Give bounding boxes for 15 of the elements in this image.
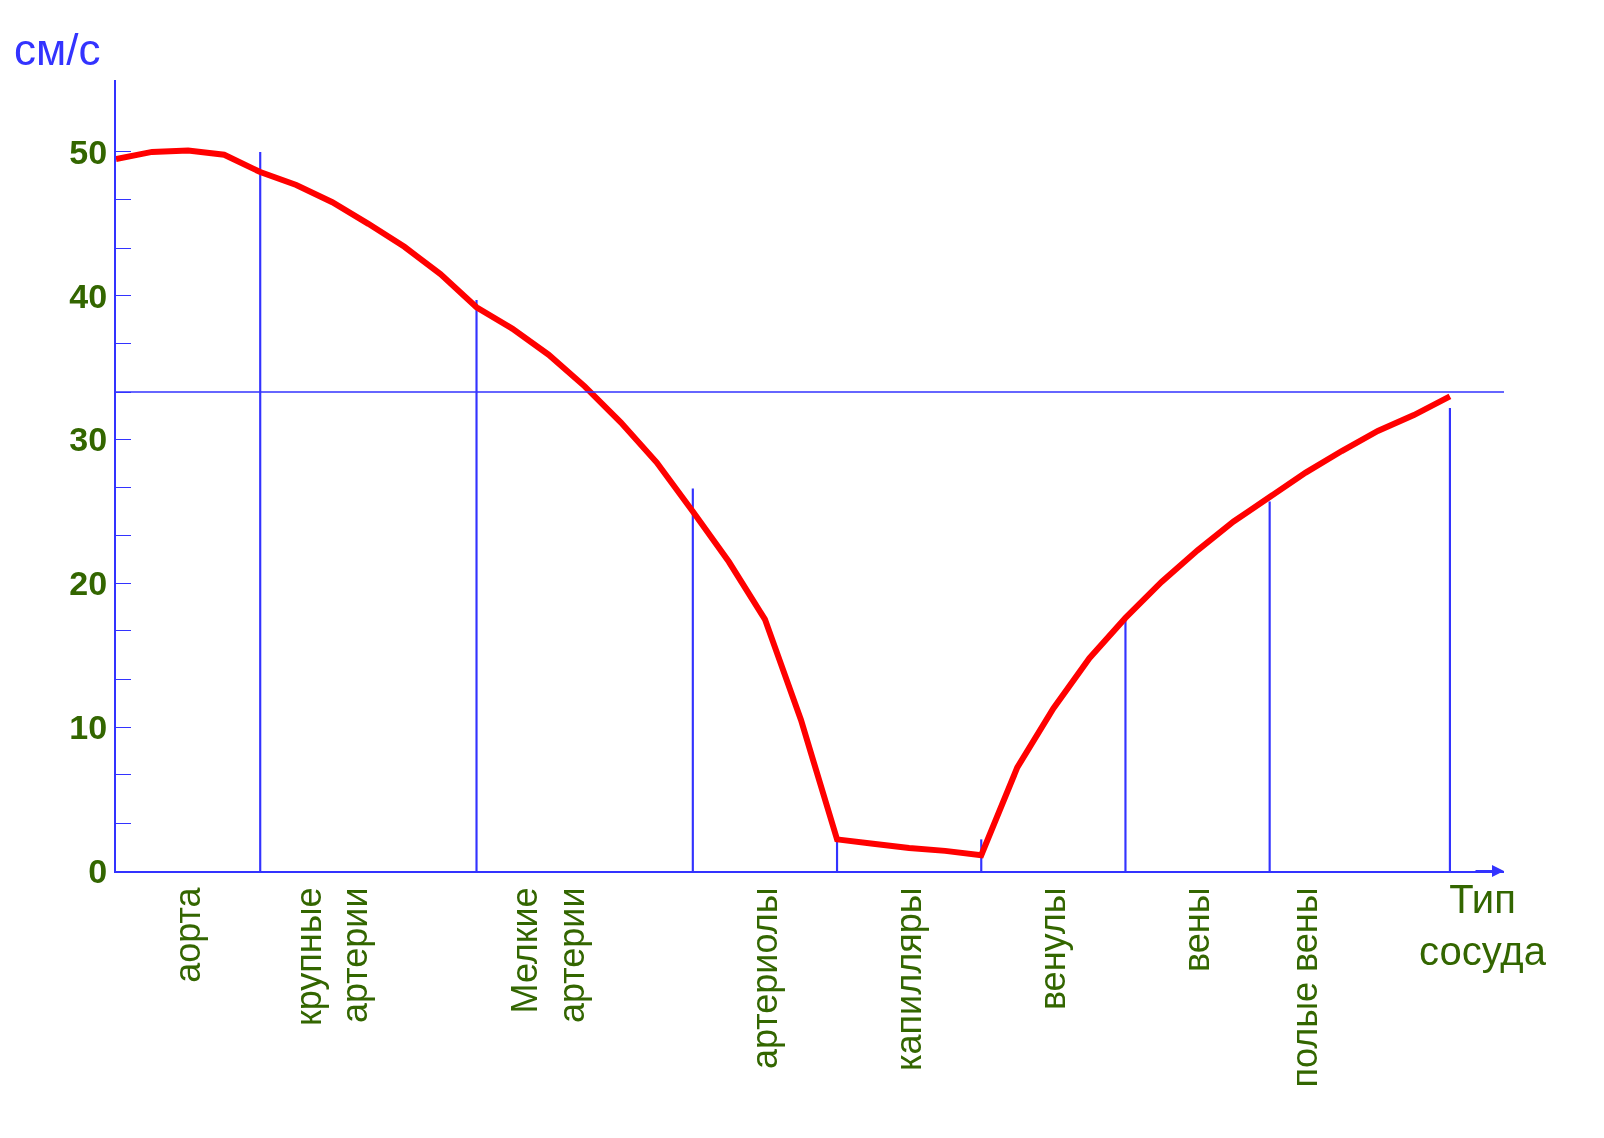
x-tick-label: вены bbox=[1176, 887, 1218, 972]
x-tick-label: полые вены bbox=[1284, 887, 1326, 1088]
y-tick-label: 40 bbox=[69, 276, 108, 315]
x-tick-label: венулы bbox=[1032, 887, 1074, 1011]
y-axis-title: см/с bbox=[14, 25, 101, 74]
y-tick-label: 20 bbox=[69, 564, 108, 603]
y-tick-label: 0 bbox=[88, 851, 108, 890]
x-tick-label: артериолы bbox=[743, 887, 785, 1070]
y-tick-label: 10 bbox=[69, 708, 108, 747]
x-tick-label: аорта bbox=[166, 886, 208, 983]
x-axis-title: Тип сосуда bbox=[1419, 877, 1547, 973]
x-tick-label: Мелкие артерии bbox=[503, 887, 592, 1024]
x-tick-label: капилляры bbox=[887, 887, 929, 1071]
y-tick-label: 50 bbox=[69, 132, 108, 171]
y-tick-label: 30 bbox=[69, 420, 108, 459]
